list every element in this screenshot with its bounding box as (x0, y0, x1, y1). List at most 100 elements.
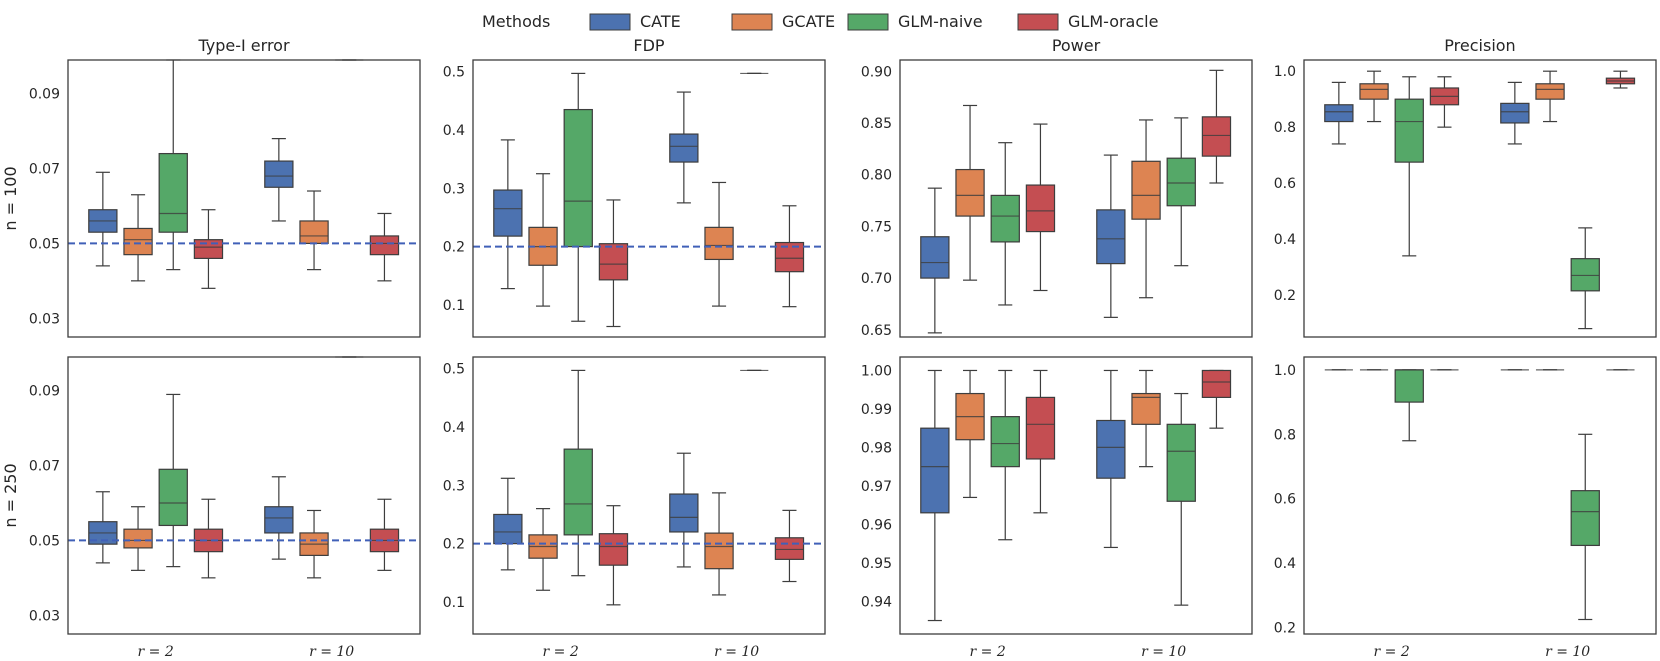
legend-swatch-gcate (731, 13, 773, 31)
y-tick-label: 0.4 (443, 420, 465, 436)
box-gcate-group-2 (704, 492, 734, 596)
box-body (704, 532, 734, 570)
box-body (1394, 369, 1424, 403)
box-glm-naive-group-1 (1394, 369, 1424, 442)
panels: 0.03 0.05 0.07 0.09 Type-I error n = 100 0.1 0.… (1, 36, 1657, 660)
box-body (1025, 396, 1056, 460)
y-tick-label: 0.1 (443, 298, 465, 314)
y-tick-label: 0.8 (1274, 427, 1296, 443)
y-tick-label: 0.2 (1274, 288, 1296, 304)
box-body (704, 226, 734, 261)
y-tick-label: 0.1 (443, 595, 465, 611)
box-glm-naive-group-1 (563, 72, 593, 322)
y-tick-label: 0.03 (29, 608, 60, 624)
panel-r0-c2: 0.65 0.70 0.75 0.80 0.85 0.90 Power (861, 36, 1253, 339)
y-tick-label: 0.05 (29, 236, 60, 252)
y-tick-label: 1.00 (861, 363, 892, 379)
box-body (493, 513, 523, 545)
box-glm-naive-group-1 (158, 393, 188, 568)
box-body (563, 448, 593, 536)
box-cate-group-1 (88, 491, 118, 564)
legend-swatch-glm-oracle (1017, 13, 1059, 31)
y-tick-label: 1.0 (1274, 363, 1296, 379)
panel-r1-c3: 0.2 0.4 0.6 0.8 1.0 r = 2 r = 10 (1274, 356, 1657, 660)
box-glm-oracle-group-2 (369, 498, 400, 571)
y-tick-label: 0.90 (861, 64, 892, 80)
legend-label-glm-naive: GLM-naive (898, 12, 983, 31)
box-body (774, 537, 805, 560)
box-body (598, 243, 629, 281)
y-tick-label: 0.85 (861, 116, 892, 132)
box-body (1096, 419, 1126, 479)
plot-frame (899, 356, 1253, 635)
row-label: n = 100 (1, 166, 20, 230)
box-gcate-group-2 (1535, 70, 1565, 123)
box-gcate-group-2 (704, 181, 734, 307)
x-tick-label: r = 2 (970, 644, 1006, 660)
y-tick-label: 0.4 (1274, 556, 1296, 572)
box-body (1570, 490, 1600, 547)
box-body (193, 239, 224, 259)
legend-title: Methods (482, 12, 550, 31)
box-glm-oracle-group-1 (1025, 369, 1056, 514)
y-tick-label: 0.6 (1274, 492, 1296, 508)
box-cate-group-2 (264, 138, 294, 222)
box-glm-oracle-group-1 (1025, 123, 1056, 292)
box-body (598, 533, 629, 566)
box-body (990, 194, 1020, 243)
box-glm-naive-group-1 (563, 369, 593, 577)
box-glm-oracle-group-2 (774, 205, 805, 308)
box-cate-group-1 (1324, 81, 1354, 145)
box-glm-oracle-group-2 (774, 509, 805, 583)
box-glm-naive-group-1 (990, 142, 1020, 306)
box-body (1131, 160, 1161, 220)
row-label: n = 250 (1, 463, 20, 527)
box-glm-naive-group-2 (1166, 392, 1196, 606)
panel-title: Type-I error (197, 36, 289, 55)
box-cate-group-2 (669, 452, 699, 568)
y-tick-label: 0.07 (29, 162, 60, 178)
box-cate-group-1 (88, 171, 118, 267)
y-tick-label: 0.5 (443, 65, 465, 81)
box-body (1535, 83, 1565, 100)
box-body (264, 506, 294, 534)
box-gcate-group-2 (1131, 369, 1161, 468)
box-cate-group-1 (493, 477, 523, 571)
box-body (1131, 392, 1161, 425)
y-tick-label: 0.94 (861, 594, 892, 610)
plot-frame (67, 356, 421, 635)
y-tick-label: 0.2 (443, 240, 465, 256)
x-tick-label: r = 2 (543, 644, 579, 660)
panel-r0-c1: 0.1 0.2 0.3 0.4 0.5 FDP (443, 36, 826, 338)
box-glm-oracle-group-2 (1201, 69, 1232, 184)
y-tick-label: 0.4 (443, 123, 465, 139)
legend: Methods CATE GCATE GLM-naive GLM-oracle (482, 12, 1158, 31)
y-tick-label: 0.99 (861, 402, 892, 418)
box-body (990, 416, 1020, 468)
box-body (774, 241, 805, 273)
box-body (920, 427, 950, 514)
box-gcate-group-1 (955, 104, 985, 281)
panel-r1-c0: 0.03 0.05 0.07 0.09 n = 250 r = 2 r = 10 (1, 356, 421, 660)
box-body (264, 160, 294, 188)
box-glm-naive-group-2 (1166, 117, 1196, 267)
box-body (669, 493, 699, 533)
y-tick-label: 0.09 (29, 87, 60, 103)
panel-title: Power (1052, 36, 1101, 55)
box-gcate-group-1 (1359, 70, 1389, 123)
y-tick-label: 0.2 (1274, 621, 1296, 637)
x-tick-label: r = 10 (1545, 644, 1590, 660)
box-cate-group-2 (264, 476, 294, 560)
y-tick-label: 0.65 (861, 323, 892, 339)
box-glm-naive-group-1 (990, 369, 1020, 541)
legend-label-gcate: GCATE (782, 12, 835, 31)
y-tick-label: 0.3 (443, 181, 465, 197)
box-body (493, 189, 523, 237)
box-body (1570, 258, 1600, 292)
box-body (1166, 157, 1196, 207)
x-tick-label: r = 10 (1141, 644, 1186, 660)
box-glm-oracle-group-1 (598, 505, 629, 606)
box-body (123, 528, 153, 549)
box-glm-naive-group-1 (158, 59, 188, 271)
